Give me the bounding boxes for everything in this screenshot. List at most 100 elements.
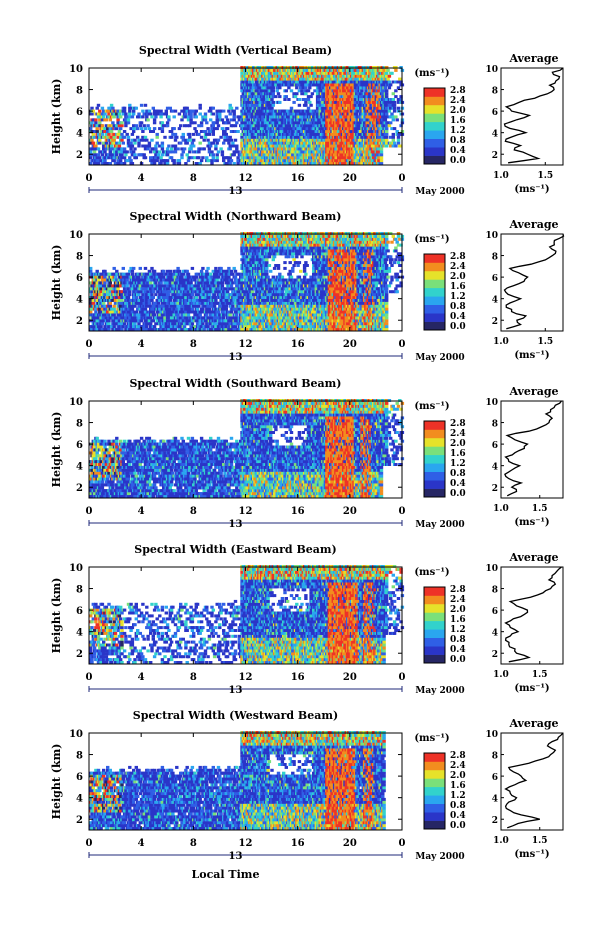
heatmap-cell xyxy=(274,95,278,99)
heatmap-cell xyxy=(104,162,109,165)
heatmap-cell xyxy=(219,109,223,113)
colorbar-tick-label: 2.0 xyxy=(450,106,466,116)
heatmap-cell xyxy=(173,144,178,148)
heatmap-cell xyxy=(94,118,98,122)
heatmap-cell xyxy=(391,132,395,136)
heatmap-cell xyxy=(355,112,359,116)
heatmap-cell xyxy=(122,106,127,110)
heatmap-cell xyxy=(103,159,107,163)
heatmap-cell xyxy=(379,147,384,151)
heatmap-cell xyxy=(165,162,170,165)
heatmap-cell xyxy=(146,118,150,122)
heatmap-cell xyxy=(233,124,238,128)
heatmap-cell xyxy=(106,135,110,139)
heatmap-cell xyxy=(139,138,144,142)
heatmap-cell xyxy=(262,86,266,90)
heatmap-cell xyxy=(116,135,120,139)
heatmap-cell xyxy=(190,121,195,125)
heatmap-cell xyxy=(112,304,116,308)
heatmap-cell xyxy=(352,106,356,110)
heatmap-cell xyxy=(229,106,234,110)
heatmap-cell xyxy=(211,156,215,160)
heatmap-cell xyxy=(231,124,235,128)
heatmap-cell xyxy=(390,71,394,75)
colorbar-swatch xyxy=(424,121,445,131)
heatmap-cell xyxy=(184,112,188,116)
heatmap-cell xyxy=(107,109,111,113)
heatmap-cell xyxy=(103,275,107,279)
heatmap-cell xyxy=(147,109,152,113)
heatmap-cell xyxy=(327,130,332,133)
heatmap-cell xyxy=(134,156,138,160)
heatmap-cell xyxy=(216,150,221,154)
heatmap-cell xyxy=(149,156,153,160)
heatmap-cell xyxy=(184,115,188,119)
heatmap-cell xyxy=(116,162,120,165)
heatmap-cell xyxy=(141,115,145,119)
heatmap-cell xyxy=(112,138,116,142)
heatmap-cell xyxy=(165,121,170,125)
heatmap-cell xyxy=(169,130,174,133)
heatmap-cell xyxy=(246,89,251,93)
heatmap-cell xyxy=(95,269,99,273)
heatmap-cell xyxy=(385,89,389,93)
heatmap-cell xyxy=(322,106,326,110)
heatmap-cell xyxy=(119,115,123,119)
heatmap-cell xyxy=(115,127,119,131)
heatmap-cell xyxy=(98,138,102,142)
heatmap-cell xyxy=(122,156,127,160)
heatmap-cell xyxy=(107,156,111,160)
heatmap-cell xyxy=(173,132,178,136)
heatmap-cell xyxy=(112,325,116,329)
heatmap-cell xyxy=(232,115,236,119)
heatmap-cell xyxy=(266,103,270,107)
heatmap-cell xyxy=(215,112,219,116)
heatmap-cell xyxy=(323,135,328,139)
heatmap-cell xyxy=(271,86,275,90)
heatmap-cell xyxy=(395,118,399,122)
heatmap-cell xyxy=(160,127,165,131)
heatmap-cell xyxy=(108,127,112,131)
heatmap-cell xyxy=(160,144,165,148)
heatmap-cell xyxy=(261,115,265,119)
heatmap-cell xyxy=(177,112,182,116)
heatmap-cell xyxy=(278,80,282,84)
heatmap-cell xyxy=(237,115,242,119)
heatmap-cell xyxy=(360,89,364,93)
heatmap-cell xyxy=(231,141,235,145)
heatmap-cell xyxy=(198,162,202,165)
heatmap-cell xyxy=(139,127,144,131)
heatmap-cell xyxy=(163,162,167,165)
heatmap-cell xyxy=(120,138,124,142)
heatmap-cell xyxy=(193,156,197,160)
heatmap-cell xyxy=(250,89,255,93)
heatmap-cell xyxy=(139,121,144,125)
heatmap-cell xyxy=(274,124,278,128)
heatmap-cell xyxy=(236,150,240,154)
heatmap-cell xyxy=(317,121,321,125)
heatmap-cell xyxy=(207,147,212,151)
heatmap-cell xyxy=(109,135,114,139)
heatmap-cell xyxy=(227,159,231,163)
heatmap-cell xyxy=(193,112,197,116)
heatmap-cell xyxy=(225,135,230,139)
heatmap-cell xyxy=(225,162,230,165)
heatmap-cell xyxy=(391,135,395,139)
heatmap-cell xyxy=(355,95,359,99)
heatmap-cell xyxy=(156,109,161,113)
heatmap-cell xyxy=(165,153,170,157)
heatmap-cell xyxy=(207,150,212,154)
heatmap-cell xyxy=(304,80,308,84)
heatmap-cell xyxy=(122,130,127,133)
heatmap-cell xyxy=(184,162,188,165)
heatmap-cell xyxy=(104,118,109,122)
colorbar-swatch xyxy=(424,138,445,148)
heatmap-cell xyxy=(94,162,98,165)
heatmap-cell xyxy=(95,127,99,131)
x-tick-label: 16 xyxy=(291,173,305,184)
heatmap-cell xyxy=(125,284,129,288)
colorbar-tick-label: 0.4 xyxy=(450,146,466,156)
heatmap-cell xyxy=(158,127,162,131)
heatmap-cell xyxy=(244,121,248,125)
heatmap-cell xyxy=(368,109,372,113)
